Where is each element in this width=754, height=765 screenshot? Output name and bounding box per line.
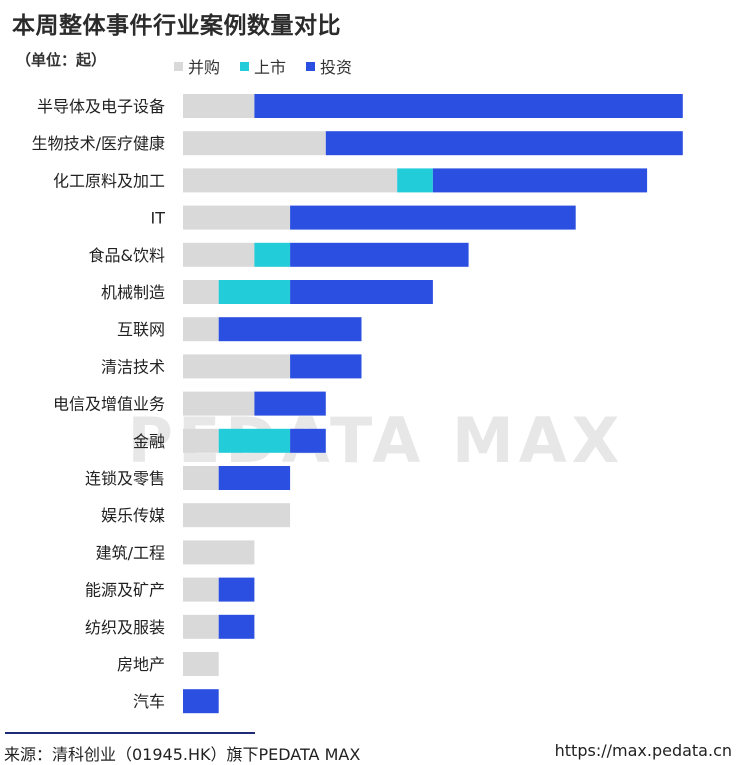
bar-segment-mna: [183, 131, 326, 156]
bar-segment-mna: [183, 540, 255, 565]
legend-label-investment: 投资: [320, 58, 353, 77]
category-label: 房地产: [117, 655, 165, 674]
legend-item-investment: 投资: [306, 54, 352, 78]
category-label: 化工原料及加工: [53, 171, 165, 190]
bar-segment-mna: [183, 168, 398, 193]
bar-segment-mna: [183, 652, 219, 676]
bar-segment-mna: [183, 466, 219, 490]
bar-segment-mna: [183, 354, 291, 379]
bar-segment-mna: [183, 94, 255, 118]
bar-segment-investment: [218, 577, 255, 602]
category-label: 纺织及服装: [85, 618, 165, 637]
bar-segment-investment: [290, 205, 576, 230]
bar-segment-ipo: [218, 280, 291, 304]
bar-segment-investment: [254, 94, 683, 118]
bar-segment-investment: [290, 354, 362, 379]
category-label: 电信及增值业务: [53, 395, 165, 414]
category-label: 生物技术/医疗健康: [32, 134, 165, 153]
unit-label: （单位：起）: [16, 51, 107, 69]
bar-segment-mna: [183, 242, 255, 267]
category-label: IT: [151, 209, 166, 228]
legend-swatch-ipo: [240, 61, 250, 71]
category-label: 连锁及零售: [85, 469, 165, 488]
bar-segment-mna: [183, 317, 219, 342]
bar-segment-investment: [290, 428, 326, 453]
category-label: 建筑/工程: [96, 543, 165, 562]
bar-segment-investment: [218, 466, 291, 490]
bar-segment-mna: [183, 503, 291, 528]
category-label: 能源及矿产: [85, 581, 165, 600]
footer-url[interactable]: https://max.pedata.cn: [554, 741, 732, 760]
bar-segment-mna: [183, 205, 291, 230]
bar-segment-mna: [183, 614, 219, 639]
bar-segment-investment: [325, 131, 683, 156]
bar-segment-investment: [290, 280, 433, 304]
bar-segment-investment: [218, 614, 255, 639]
category-label: 互联网: [117, 320, 165, 339]
category-label: 机械制造: [101, 283, 165, 302]
legend-label-mna: 并购: [188, 58, 221, 77]
legend-swatch-investment: [306, 61, 316, 71]
legend-swatch-mna: [174, 61, 183, 71]
bar-segment-ipo: [254, 242, 291, 267]
bar-segment-ipo: [218, 428, 291, 453]
category-label: 金融: [133, 432, 165, 451]
chart-title: 本周整体事件行业案例数量对比: [12, 13, 341, 39]
legend: 并购 上市 投资: [174, 54, 372, 78]
legend-item-mna: 并购: [174, 54, 220, 78]
bar-segment-investment: [218, 317, 362, 342]
bar-segment-investment: [432, 168, 648, 193]
category-label: 食品&饮料: [89, 246, 165, 265]
bar-segment-mna: [183, 391, 255, 416]
footer-source: 来源：清科创业（01945.HK）旗下PEDATA MAX: [4, 745, 361, 764]
bar-segment-mna: [183, 577, 219, 602]
legend-label-ipo: 上市: [254, 58, 287, 77]
category-label: 汽车: [133, 692, 165, 711]
bar-segment-mna: [183, 428, 219, 453]
bar-segment-investment: [290, 242, 469, 267]
bar-segment-mna: [183, 280, 219, 304]
category-label: 清洁技术: [101, 357, 165, 376]
bar-segment-investment: [183, 689, 219, 714]
bar-segment-investment: [254, 391, 326, 416]
category-label: 娱乐传媒: [101, 506, 165, 525]
legend-item-ipo: 上市: [240, 54, 286, 78]
bar-segment-ipo: [397, 168, 433, 193]
footer-divider: [5, 732, 255, 734]
category-label: 半导体及电子设备: [37, 97, 165, 116]
